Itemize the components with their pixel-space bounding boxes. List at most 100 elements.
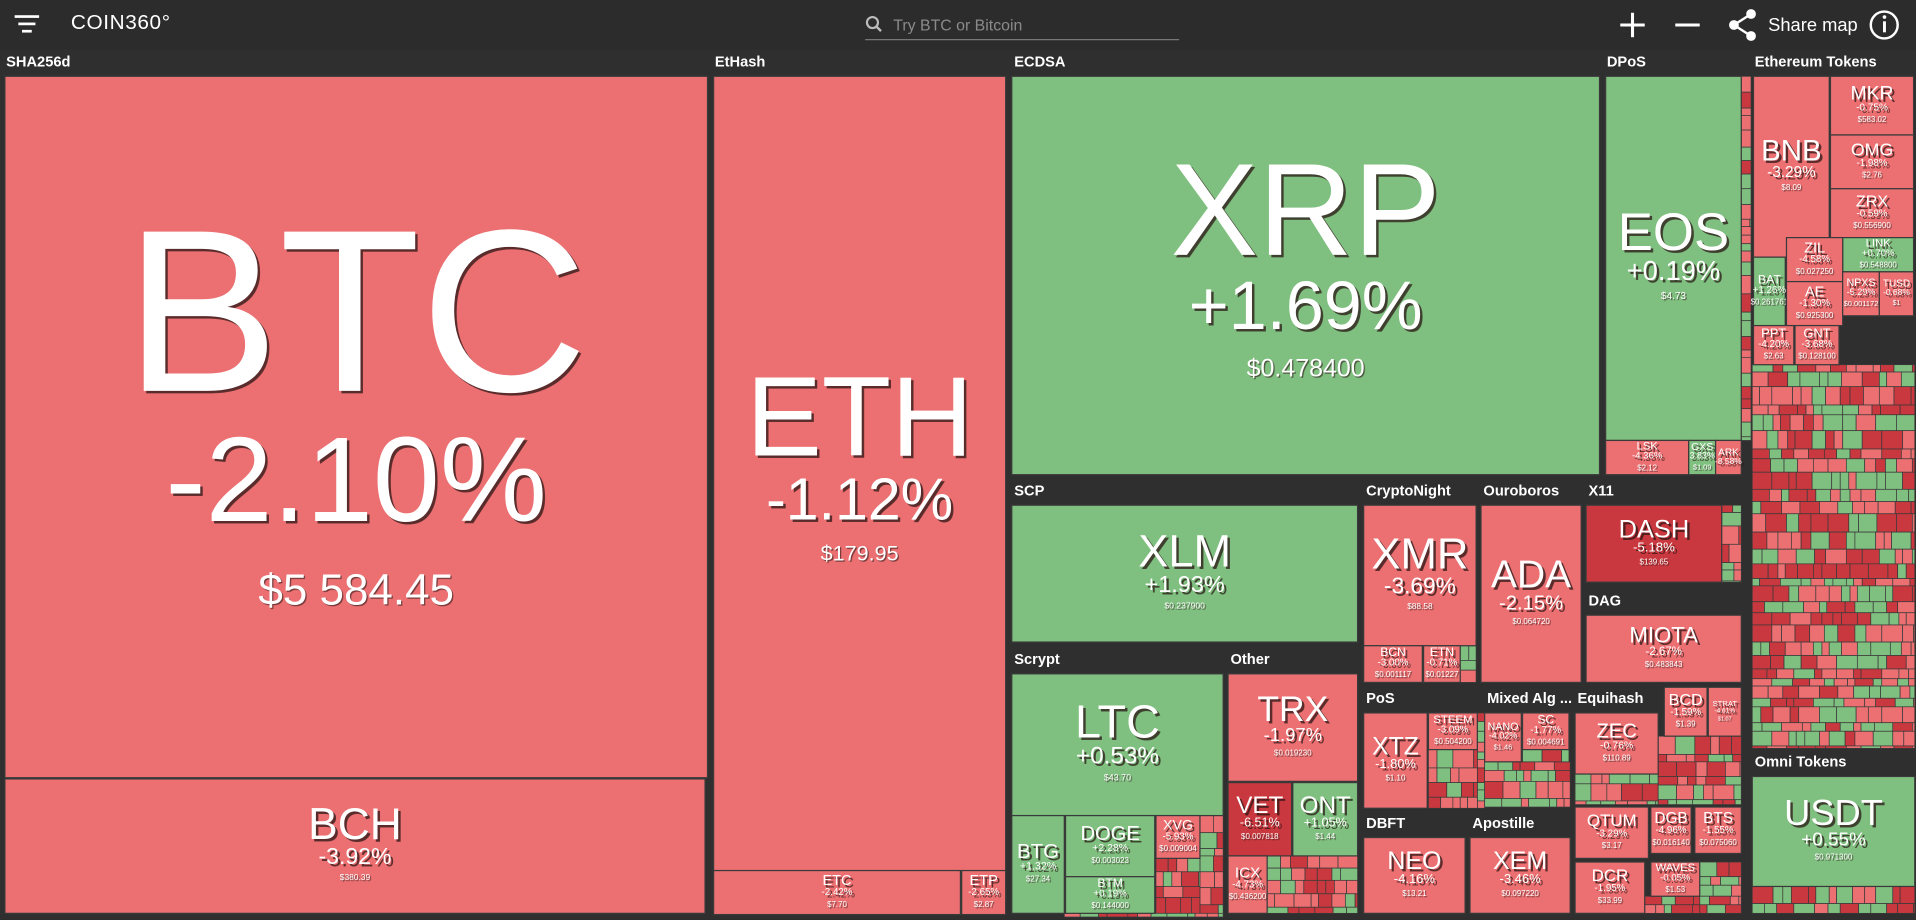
coin-tile[interactable]: TRX-1.97% $0.019230 bbox=[1227, 673, 1359, 782]
mini-tile bbox=[1476, 767, 1486, 783]
group-label: ECDSA bbox=[1014, 55, 1066, 71]
mini-tile bbox=[1815, 886, 1830, 904]
coin-tile[interactable]: OMG-1.98%$2.76 bbox=[1829, 134, 1915, 190]
coin-symbol: WAVES bbox=[1656, 862, 1696, 874]
coin-tile[interactable]: DOGE+2.28% $0.003023 bbox=[1064, 814, 1156, 878]
mini-tile bbox=[1428, 782, 1448, 798]
zoom-in-button[interactable] bbox=[1620, 12, 1645, 38]
mini-tile bbox=[1155, 871, 1164, 887]
mini-tile bbox=[1461, 782, 1475, 798]
coin-tile[interactable]: BCD-1.59% $1.39 bbox=[1663, 686, 1708, 737]
coin-tile[interactable]: NPXS-5.29% $0.001172 bbox=[1842, 271, 1880, 317]
mini-tile bbox=[1870, 641, 1891, 656]
coin-tile[interactable]: LTC+0.53% $43.70 bbox=[1011, 673, 1224, 817]
mini-tile bbox=[1849, 563, 1869, 579]
coin-tile[interactable]: AE-1.30% $0.925300 bbox=[1785, 280, 1844, 327]
coin-tile[interactable]: USDT+0.55% $0.971300 bbox=[1751, 775, 1916, 888]
mini-tile bbox=[1534, 761, 1555, 771]
coin-symbol: XEM bbox=[1493, 847, 1547, 875]
menu-button[interactable] bbox=[14, 15, 40, 33]
search-box[interactable]: Try BTC or Bitcoin bbox=[865, 15, 1180, 41]
mini-tile bbox=[1307, 855, 1321, 869]
coin-tile[interactable]: ETP-2.65% $2.87 bbox=[961, 869, 1007, 916]
coin-tile[interactable]: ETN-0.71%$0.01227 bbox=[1422, 645, 1461, 684]
coin-tile[interactable]: DCR-1.95% $33.99 bbox=[1574, 861, 1646, 914]
coin-tile[interactable]: QTUM-3.29% $3.17 bbox=[1574, 806, 1650, 859]
coin-tile[interactable]: EOS+0.19% $4.73 bbox=[1605, 75, 1742, 442]
mini-tile bbox=[1710, 876, 1721, 886]
coin-tile[interactable]: ARK-8.58% bbox=[1714, 439, 1742, 476]
coin-tile[interactable]: XVG-5.93% $0.009004 bbox=[1155, 814, 1201, 859]
coin-tile[interactable]: STEEM-3.09% $0.504200 bbox=[1427, 712, 1478, 751]
mini-tile bbox=[1590, 773, 1603, 785]
mini-tile bbox=[1667, 799, 1677, 805]
mini-tile bbox=[1767, 563, 1779, 579]
coin-tile[interactable]: SC-1.77%$0.004691 bbox=[1521, 712, 1570, 751]
coin-tile[interactable]: ETC-2.42% $7.70 bbox=[713, 869, 962, 916]
mini-tile bbox=[1854, 730, 1874, 747]
coin-tile[interactable]: ETH-1.12% $179.95 bbox=[713, 75, 1007, 872]
mini-tile bbox=[1721, 512, 1742, 527]
mini-tile bbox=[1800, 641, 1814, 656]
coin-symbol: SC bbox=[1537, 712, 1554, 726]
mini-tile bbox=[1909, 685, 1916, 699]
coin-tile[interactable]: XTZ-1.80% $1.10 bbox=[1363, 712, 1428, 809]
coin-tile[interactable]: BCH-3.92% $380.39 bbox=[4, 778, 706, 914]
mini-tile bbox=[1165, 897, 1181, 914]
mini-tile bbox=[1473, 782, 1478, 798]
coin-tile[interactable]: BTS-1.55% $0.075060 bbox=[1694, 806, 1742, 855]
coin-tile[interactable]: LINK+0.70%$0.548800 bbox=[1842, 236, 1915, 273]
mini-tile bbox=[1793, 668, 1815, 680]
coin-tile[interactable]: VET-6.51% $0.007818 bbox=[1227, 781, 1293, 857]
coin-tile[interactable]: ICX-4.73% $0.436200 bbox=[1227, 855, 1268, 914]
coin-tile[interactable]: XRP+1.69% $0.478400 bbox=[1011, 75, 1601, 476]
coin-tile[interactable]: XEM-3.46% $0.097220 bbox=[1469, 836, 1571, 914]
coin-tile[interactable]: TUSD-0.68% $1 bbox=[1878, 271, 1915, 317]
info-button[interactable] bbox=[1869, 10, 1899, 40]
mini-tile bbox=[1452, 796, 1461, 809]
coin-tile[interactable]: XLM+1.93% $0.237900 bbox=[1011, 504, 1359, 643]
mini-tile bbox=[1798, 685, 1820, 699]
coin-tile[interactable]: BTG+1.32% $27.34 bbox=[1011, 814, 1065, 914]
mini-tile bbox=[1162, 871, 1173, 887]
mini-tile bbox=[1880, 364, 1895, 373]
share-button[interactable]: Share map bbox=[1729, 9, 1858, 41]
coin-tile[interactable]: BTM+0.19%$0.144000 bbox=[1064, 876, 1156, 914]
tile-background bbox=[1650, 861, 1701, 897]
coin-tile[interactable]: XMR-3.69% $88.58 bbox=[1363, 504, 1477, 647]
coin-tile[interactable]: MIOTA-2.67% $0.483843 bbox=[1585, 614, 1742, 684]
coin-tile[interactable]: DASH-5.18% $139.65 bbox=[1585, 504, 1723, 583]
coin-tile[interactable]: ADA-2.15% $0.064720 bbox=[1480, 504, 1582, 684]
mini-tile bbox=[1854, 678, 1874, 687]
coin-tile[interactable]: BCN-3.00%$0.001117 bbox=[1363, 645, 1423, 684]
coin-tile[interactable]: WAVES-0.05% $1.53 bbox=[1650, 861, 1701, 897]
mini-tile bbox=[1699, 876, 1712, 886]
coin-tile[interactable]: ZRX-0.59% $0.556900 bbox=[1829, 188, 1915, 239]
mini-tile bbox=[1310, 893, 1319, 908]
coin-tile[interactable]: ZIL-4.58% $0.027250 bbox=[1785, 236, 1844, 283]
mini-tile bbox=[1476, 721, 1486, 732]
mini-tile bbox=[1530, 770, 1549, 782]
coin-tile[interactable]: GNT-3.68% $0.128100 bbox=[1794, 324, 1840, 366]
logo[interactable]: COIN360° bbox=[71, 11, 171, 34]
mini-tile bbox=[1751, 641, 1762, 656]
coin-tile[interactable]: STRAT-4.61%$1.07 bbox=[1707, 686, 1742, 737]
coin-tile[interactable]: MKR-0.75% $583.02 bbox=[1829, 75, 1915, 136]
coin-tile[interactable]: ONT+1.05% $1.44 bbox=[1292, 781, 1359, 857]
coin-tile[interactable]: BAT+1.26% $0.261761 bbox=[1751, 256, 1789, 327]
mini-tile bbox=[1740, 311, 1752, 322]
tile-background bbox=[1829, 134, 1915, 190]
coin-tile[interactable]: LSK-4.36%$2.12 bbox=[1605, 439, 1690, 476]
coin-tile[interactable]: NEO-4.16% $13.21 bbox=[1363, 836, 1466, 914]
coin-tile[interactable]: BTC-2.10% $5 584.45 bbox=[4, 75, 709, 779]
mini-tile bbox=[1733, 562, 1742, 571]
coin-tile[interactable]: ZEC-0.76%$110.89 bbox=[1574, 712, 1659, 775]
coin-tile[interactable]: BNB-3.29% $8.09 bbox=[1752, 75, 1830, 258]
mini-tile bbox=[1864, 501, 1879, 515]
coin-tile[interactable]: PPT-4.20% $2.63 bbox=[1752, 324, 1795, 366]
mini-tile bbox=[1766, 668, 1778, 680]
coin-tile[interactable]: DGB-4.96% $0.016140 bbox=[1650, 806, 1692, 855]
mini-tile bbox=[1574, 773, 1592, 785]
coin-tile[interactable]: NANO-4.02% $1.46 bbox=[1484, 712, 1522, 763]
